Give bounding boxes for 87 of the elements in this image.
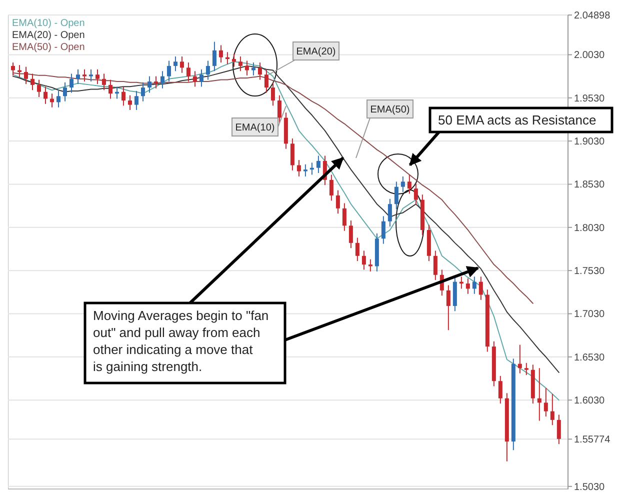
candlestick xyxy=(251,62,256,76)
text: EMA(10) - Open xyxy=(12,18,85,29)
y-tick-label: 2.0030 xyxy=(574,50,606,62)
annotation: EMA(50) xyxy=(370,104,410,116)
candlestick xyxy=(478,276,483,300)
candlestick xyxy=(414,182,418,206)
candlestick xyxy=(140,82,145,102)
line-series xyxy=(12,72,534,304)
y-tick-label: 1.5030 xyxy=(574,482,606,493)
candlestick xyxy=(11,62,16,76)
candlestick xyxy=(264,68,268,94)
candlestick xyxy=(336,190,340,214)
candlestick xyxy=(186,62,190,82)
candlestick xyxy=(381,216,386,244)
candlestick xyxy=(180,56,184,74)
candlestick xyxy=(69,73,74,94)
y-tick-label: 1.7030 xyxy=(574,309,606,320)
annotation: EMA(10) xyxy=(235,122,275,134)
candlestick xyxy=(303,164,308,177)
candlestick xyxy=(37,79,41,98)
candlestick xyxy=(30,73,34,91)
candlestick xyxy=(277,94,282,124)
candlestick xyxy=(544,387,548,417)
y-tick-label: 1.6030 xyxy=(574,396,606,407)
candlestick xyxy=(348,220,353,249)
candlestick xyxy=(160,70,164,89)
y-tick-label: 1.9530 xyxy=(574,93,606,104)
y-tick-label: 1.9030 xyxy=(574,136,606,148)
candlestick xyxy=(316,155,320,174)
candlestick xyxy=(212,41,216,72)
y-tick-label: 1.7530 xyxy=(574,266,606,278)
candlestick xyxy=(388,198,392,228)
candlestick xyxy=(407,174,412,194)
annotation: 50 EMA acts as Resistance xyxy=(438,112,596,128)
candlestick xyxy=(550,394,554,426)
candlestick xyxy=(82,68,86,82)
text: EMA(20) - Open xyxy=(12,30,85,41)
y-tick-label: 1.8030 xyxy=(574,222,606,234)
y-tick-label: 1.6530 xyxy=(574,352,606,364)
candlestick xyxy=(56,90,60,108)
candlestick xyxy=(121,86,126,106)
candlestick xyxy=(342,202,346,232)
candlestick xyxy=(400,176,405,192)
annotation: Moving Averages begin to "fan out" and pull away from each other indicating a move that is gaining strength. xyxy=(93,308,269,374)
candlestick xyxy=(394,181,398,210)
candlestick xyxy=(62,82,67,102)
candlestick xyxy=(166,60,171,82)
candlestick xyxy=(556,414,561,445)
candlestick xyxy=(199,68,204,88)
candlestick xyxy=(95,68,100,85)
candlestick xyxy=(518,344,522,374)
candlestick xyxy=(102,73,106,91)
candlestick xyxy=(108,79,112,100)
candlestick xyxy=(24,66,28,85)
y-tick-label: 1.55774 xyxy=(574,434,611,446)
candlestick xyxy=(76,68,80,85)
candlestick xyxy=(147,76,152,94)
candlestick xyxy=(290,138,294,171)
candlestick xyxy=(232,53,236,68)
candlestick xyxy=(88,68,93,82)
candlestick xyxy=(50,93,54,108)
candlestick xyxy=(296,160,301,177)
candlestick xyxy=(258,62,262,80)
candlestick xyxy=(524,362,528,376)
candlestick xyxy=(466,278,470,294)
candlestick xyxy=(472,276,476,294)
candlestick xyxy=(433,250,438,281)
y-tick-label: 2.04898 xyxy=(574,10,611,22)
candlestick xyxy=(218,44,223,63)
candlestick xyxy=(192,70,197,88)
candlestick xyxy=(44,86,48,104)
candlestick xyxy=(173,56,178,72)
candlestick xyxy=(362,250,366,270)
candlestick xyxy=(537,368,542,422)
candlestick xyxy=(134,90,138,110)
candlestick xyxy=(128,94,132,110)
candlestick xyxy=(446,284,450,331)
candlestick xyxy=(355,237,360,262)
annotation: EMA(20) xyxy=(296,46,336,58)
candlestick xyxy=(238,56,242,72)
candlestick xyxy=(206,60,210,80)
candlestick xyxy=(270,82,275,106)
y-tick-label: 1.8530 xyxy=(574,180,606,191)
candlestick xyxy=(329,174,334,202)
series-label: EMA(50) - Open xyxy=(12,42,85,53)
candlestick xyxy=(498,375,502,404)
candlestick xyxy=(244,60,249,76)
